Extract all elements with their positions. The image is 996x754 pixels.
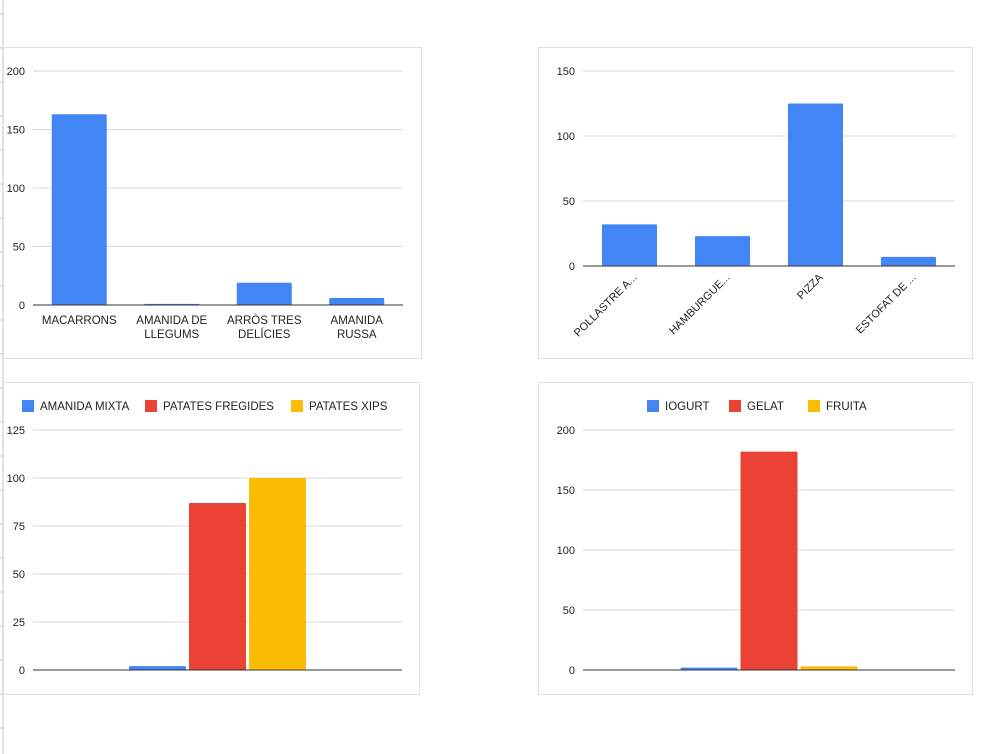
y-tick-label: 50 xyxy=(13,569,25,581)
x-tick-label: RUSSA xyxy=(337,329,377,341)
y-tick-label: 200 xyxy=(557,425,575,437)
y-tick-label: 0 xyxy=(19,665,25,677)
bar xyxy=(881,256,936,266)
y-tick-label: 50 xyxy=(563,196,575,208)
chart-1: 0 50 100 150 200 MACARRONS AMANIDA DE LLEGUMS AR… xyxy=(3,47,422,359)
bar xyxy=(329,297,385,305)
y-tick-label: 100 xyxy=(7,473,25,485)
bar xyxy=(788,103,843,266)
legend-swatch xyxy=(647,400,659,412)
y-tick-label: 150 xyxy=(557,485,575,497)
bar xyxy=(236,282,292,305)
bar xyxy=(51,114,107,305)
bar xyxy=(602,224,657,266)
y-tick-label: 75 xyxy=(13,521,25,533)
x-tick-label: DELÍCIES xyxy=(238,328,291,341)
y-tick-label: 50 xyxy=(13,242,25,254)
bar xyxy=(189,502,246,670)
legend-label: IOGURT xyxy=(665,401,710,413)
chart-frame xyxy=(538,47,973,359)
bar xyxy=(680,667,738,670)
y-tick-label: 0 xyxy=(19,300,25,312)
y-tick-label: 125 xyxy=(7,425,25,437)
legend-swatch xyxy=(729,400,741,412)
y-tick-label: 100 xyxy=(557,131,575,143)
legend-label: FRUITA xyxy=(826,401,867,413)
y-tick-label: 0 xyxy=(569,261,575,273)
y-tick-label: 100 xyxy=(557,545,575,557)
y-tick-label: 200 xyxy=(7,66,25,78)
y-tick-label: 50 xyxy=(563,605,575,617)
bar xyxy=(740,451,798,670)
legend-swatch xyxy=(145,400,157,412)
x-tick-label: AMANIDA DE xyxy=(136,315,207,327)
legend-swatch xyxy=(22,400,34,412)
x-tick-label: MACARRONS xyxy=(42,315,117,327)
x-tick-label: LLEGUMS xyxy=(144,329,199,341)
legend-label: AMANIDA MIXTA xyxy=(40,401,130,413)
y-tick-label: 150 xyxy=(557,66,575,78)
bar xyxy=(800,666,858,670)
y-tick-label: 0 xyxy=(569,665,575,677)
y-tick-label: 100 xyxy=(7,183,25,195)
bar xyxy=(129,666,186,670)
chart-4: 0 50 100 150 200 IOGURT GELAT FRUITA xyxy=(538,382,973,695)
y-tick-label: 25 xyxy=(13,617,25,629)
legend-label: GELAT xyxy=(747,401,784,413)
legend-label: PATATES FREGIDES xyxy=(163,401,274,413)
legend-label: PATATES XIPS xyxy=(309,401,388,413)
y-tick-label: 150 xyxy=(7,125,25,137)
legend-swatch xyxy=(291,400,303,412)
x-tick-label: ARRÒS TRES xyxy=(227,314,302,327)
bar xyxy=(695,236,750,266)
bar xyxy=(249,478,306,670)
legend-swatch xyxy=(808,400,820,412)
chart-3: 0 25 50 75 100 125 AMANIDA MIXTA PATATES FREGID… xyxy=(3,382,420,695)
x-tick-label: AMANIDA xyxy=(331,315,384,327)
